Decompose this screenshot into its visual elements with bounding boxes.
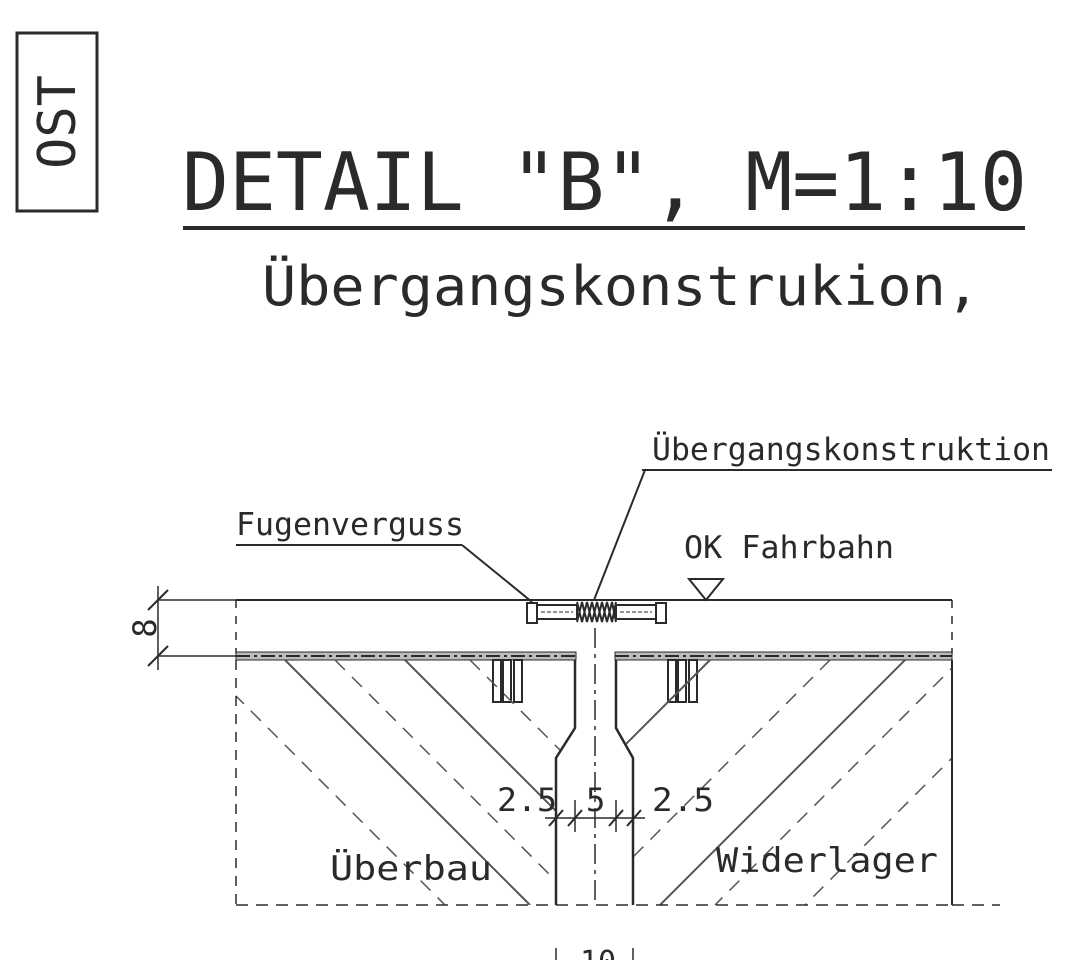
joint-seal-icon xyxy=(576,601,617,623)
callout-road-surface: OK Fahrbahn xyxy=(684,530,894,566)
dimension-label-gap-left: 2.5 xyxy=(497,781,557,819)
superstructure-block: Überbau xyxy=(235,660,577,905)
title-block: DETAIL "B", M=1:10 Übergangskonstrukion, xyxy=(182,136,1027,318)
dimension-label-bottom: 10 xyxy=(580,945,616,960)
road-level-marker-icon xyxy=(686,578,726,602)
dimension-gap-widths: 2.5 5 2.5 xyxy=(497,781,714,832)
page-subtitle: Übergangskonstrukion, xyxy=(262,255,980,318)
leader-line-sealant xyxy=(461,544,533,603)
callouts: Übergangskonstruktion Fugenverguss OK Fa… xyxy=(236,431,1052,603)
superstructure-label: Überbau xyxy=(330,848,492,889)
stamp-label: OST xyxy=(28,75,88,169)
pavement-layer xyxy=(235,599,953,661)
page-title: DETAIL "B", M=1:10 xyxy=(182,136,1027,229)
dimension-pavement-thickness: 8 xyxy=(126,586,236,670)
dimension-label-gap-center: 5 xyxy=(586,781,605,819)
dimension-label-gap-right: 2.5 xyxy=(652,781,714,819)
leader-line-joint xyxy=(593,469,646,601)
abutment-label: Widerlager xyxy=(716,841,938,881)
dimension-label-pavement: 8 xyxy=(126,618,164,637)
dimension-bottom-partial: 10 xyxy=(555,945,634,964)
stamp-box: OST xyxy=(15,31,99,213)
callout-joint-construction: Übergangskonstruktion xyxy=(652,431,1050,468)
callout-joint-sealant: Fugenverguss xyxy=(236,507,464,543)
abutment-block: Widerlager xyxy=(614,660,953,905)
